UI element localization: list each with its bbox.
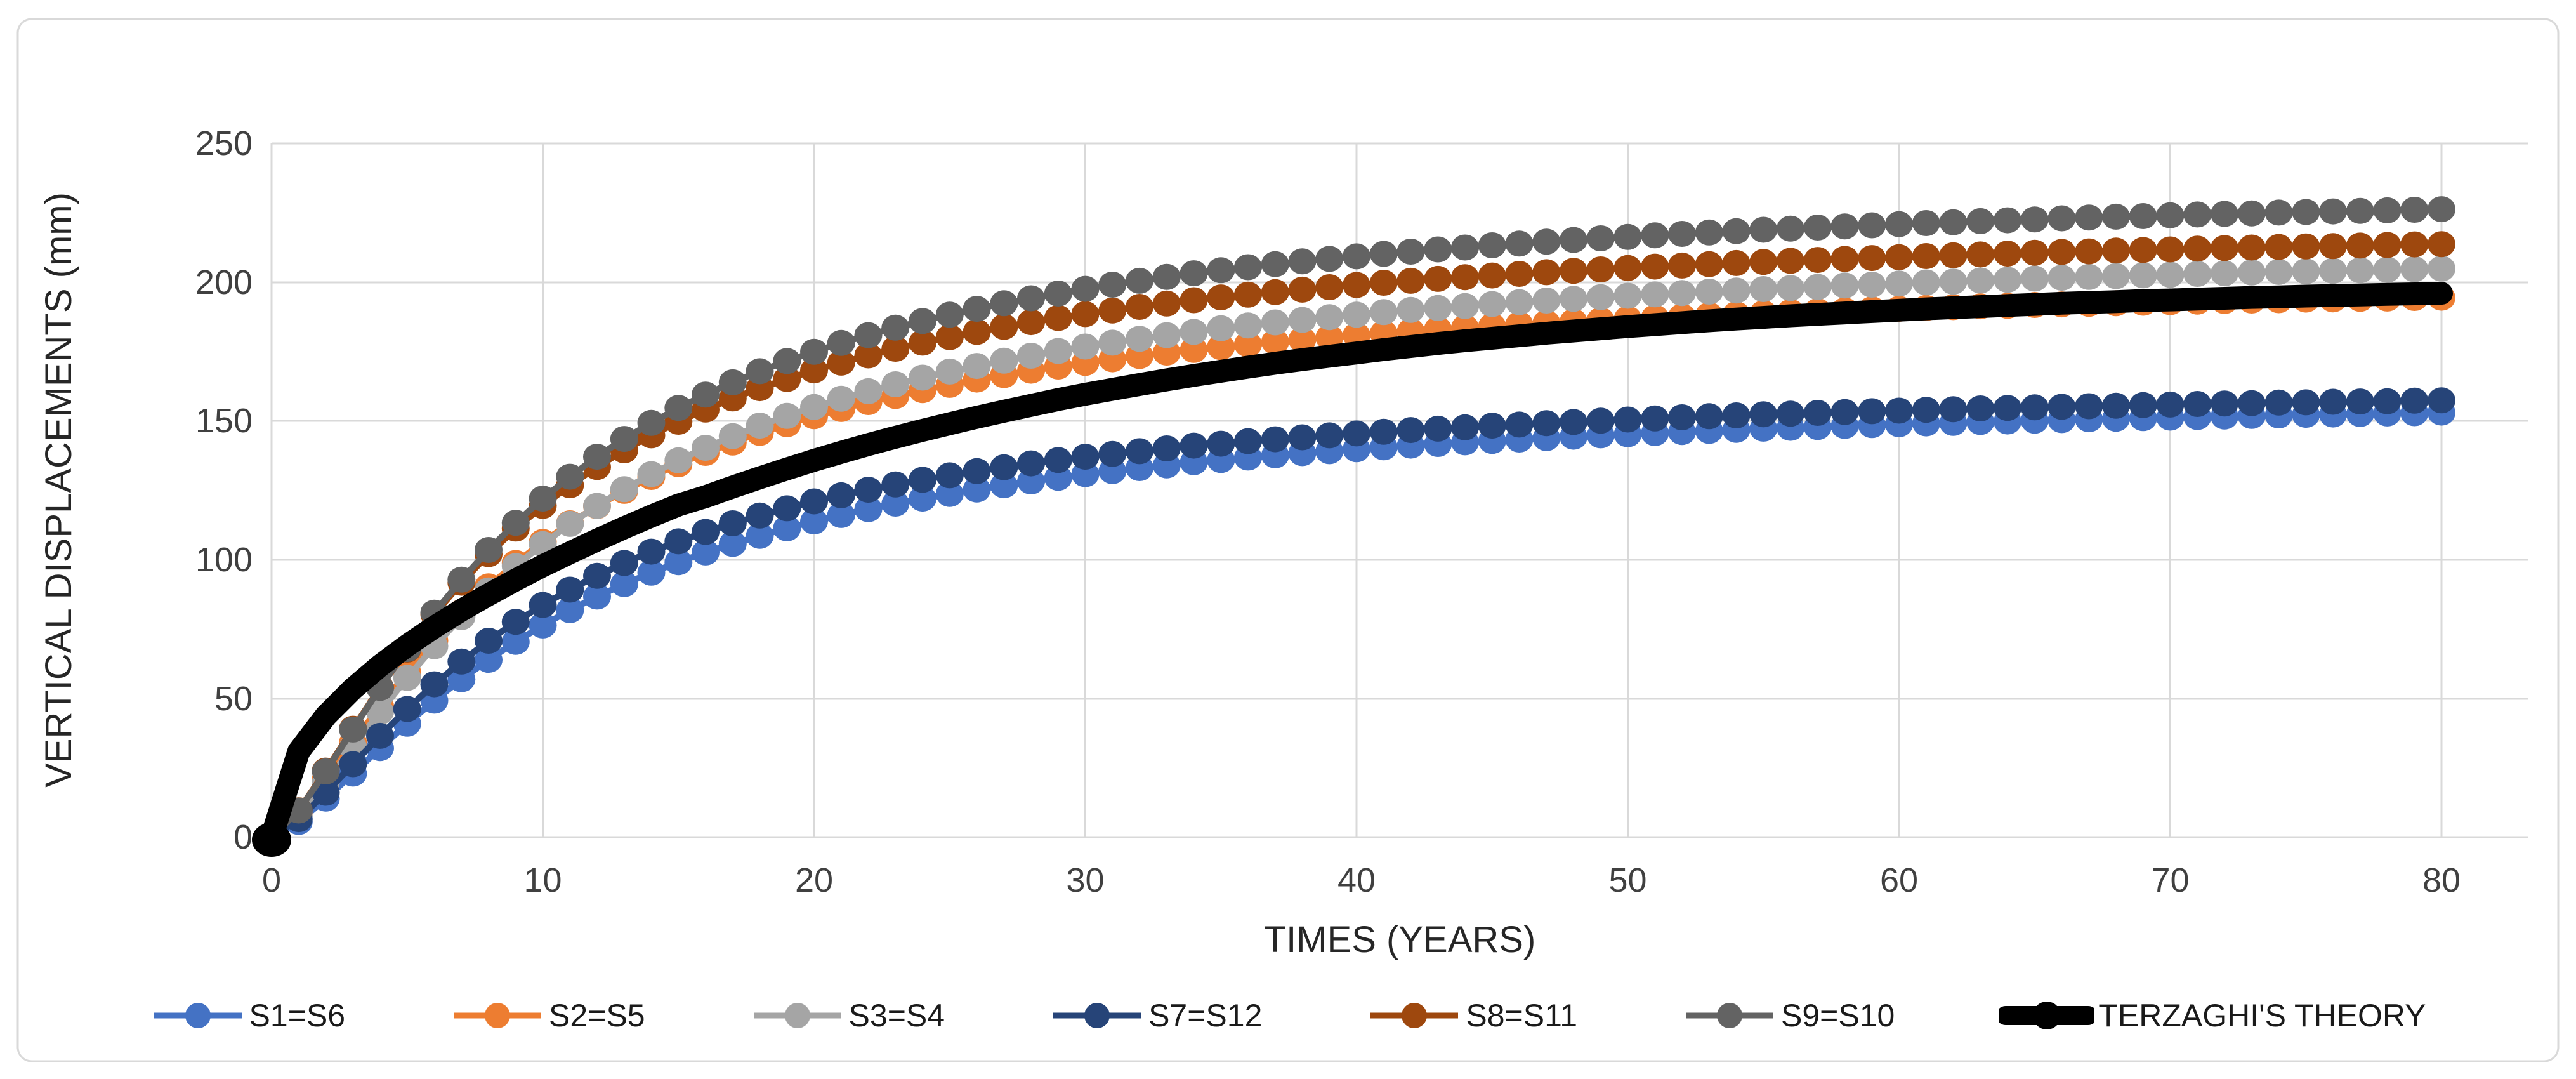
x-tick-label: 20: [795, 861, 833, 899]
x-axis-ticks: 0 10 20 30 40 50 60 70 80: [262, 861, 2461, 899]
y-tick-label: 150: [195, 402, 253, 440]
x-tick-label: 50: [1608, 861, 1646, 899]
legend-item-s3-s4[interactable]: S3=S4: [750, 996, 945, 1035]
legend-label: TERZAGHI'S THEORY: [2098, 998, 2426, 1033]
chart-border: [16, 18, 2560, 1062]
x-axis-title: TIMES (YEARS): [1264, 919, 1536, 960]
y-tick-label: 200: [195, 263, 253, 301]
chart-legend: S1=S6 S2=S5 S3=S4 S7=S12: [0, 981, 2576, 1050]
legend-label: S9=S10: [1781, 998, 1895, 1033]
line-marker-icon: [1370, 1003, 1459, 1028]
series-terzaghi-s-theory: [252, 282, 2453, 857]
legend-item-s9-s10[interactable]: S9=S10: [1682, 996, 1895, 1035]
legend-item-s7-s12[interactable]: S7=S12: [1049, 996, 1262, 1035]
series-s3-s4: [258, 255, 2455, 851]
legend-item-s1-s6[interactable]: S1=S6: [150, 996, 346, 1035]
legend-item-terzaghis-theory[interactable]: TERZAGHI'S THEORY: [1999, 996, 2426, 1035]
legend-label: S1=S6: [249, 998, 346, 1033]
y-tick-label: 0: [233, 818, 253, 856]
legend-label: S2=S5: [549, 998, 645, 1033]
line-marker-icon: [753, 1003, 841, 1028]
x-tick-label: 30: [1066, 861, 1104, 899]
y-tick-label: 100: [195, 541, 253, 579]
x-tick-label: 10: [523, 861, 562, 899]
series-s7-s12: [258, 387, 2455, 851]
y-tick-label: 50: [214, 680, 253, 718]
line-marker-icon: [454, 1003, 542, 1028]
thick-line-marker-icon: [1999, 1002, 2095, 1029]
x-tick-label: 0: [262, 861, 281, 899]
legend-label: S8=S11: [1466, 998, 1578, 1033]
line-marker-icon: [154, 1003, 242, 1028]
legend-item-s2-s5[interactable]: S2=S5: [450, 996, 645, 1035]
series-layer: [252, 196, 2455, 857]
legend-label: S3=S4: [848, 998, 945, 1033]
y-tick-label: 250: [195, 124, 253, 162]
line-marker-icon: [1053, 1003, 1141, 1028]
legend-label: S7=S12: [1148, 998, 1263, 1033]
x-tick-label: 40: [1337, 861, 1376, 899]
x-tick-label: 70: [2151, 861, 2189, 899]
x-tick-label: 60: [1880, 861, 1918, 899]
legend-item-s8-s11[interactable]: S8=S11: [1367, 996, 1577, 1035]
y-axis-title: VERTICAL DISPLACEMENTS (mm): [38, 192, 79, 788]
x-tick-label: 80: [2422, 861, 2461, 899]
y-axis-ticks: 250 200 150 100 50 0: [195, 124, 253, 856]
line-marker-icon: [1686, 1003, 1774, 1028]
